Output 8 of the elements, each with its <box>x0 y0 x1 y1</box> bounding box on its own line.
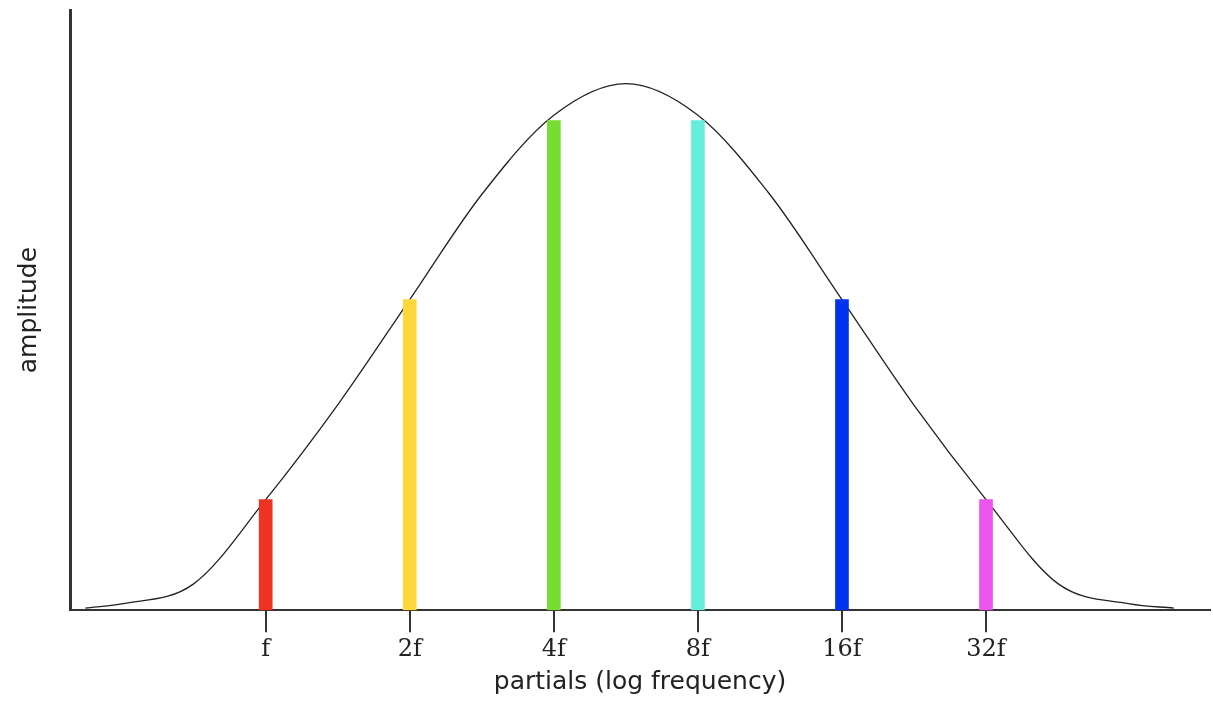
x-tick-label: 2f <box>397 633 424 662</box>
x-tick-label: 8f <box>685 633 713 662</box>
x-tick-label: f <box>261 633 273 662</box>
x-axis-title: partials (log frequency) <box>493 665 787 695</box>
y-axis-title: amplitude <box>12 246 42 374</box>
x-tick-label: 4f <box>541 633 569 662</box>
x-tick-label: 16f <box>822 633 864 662</box>
x-tick-label: 32f <box>966 633 1008 662</box>
